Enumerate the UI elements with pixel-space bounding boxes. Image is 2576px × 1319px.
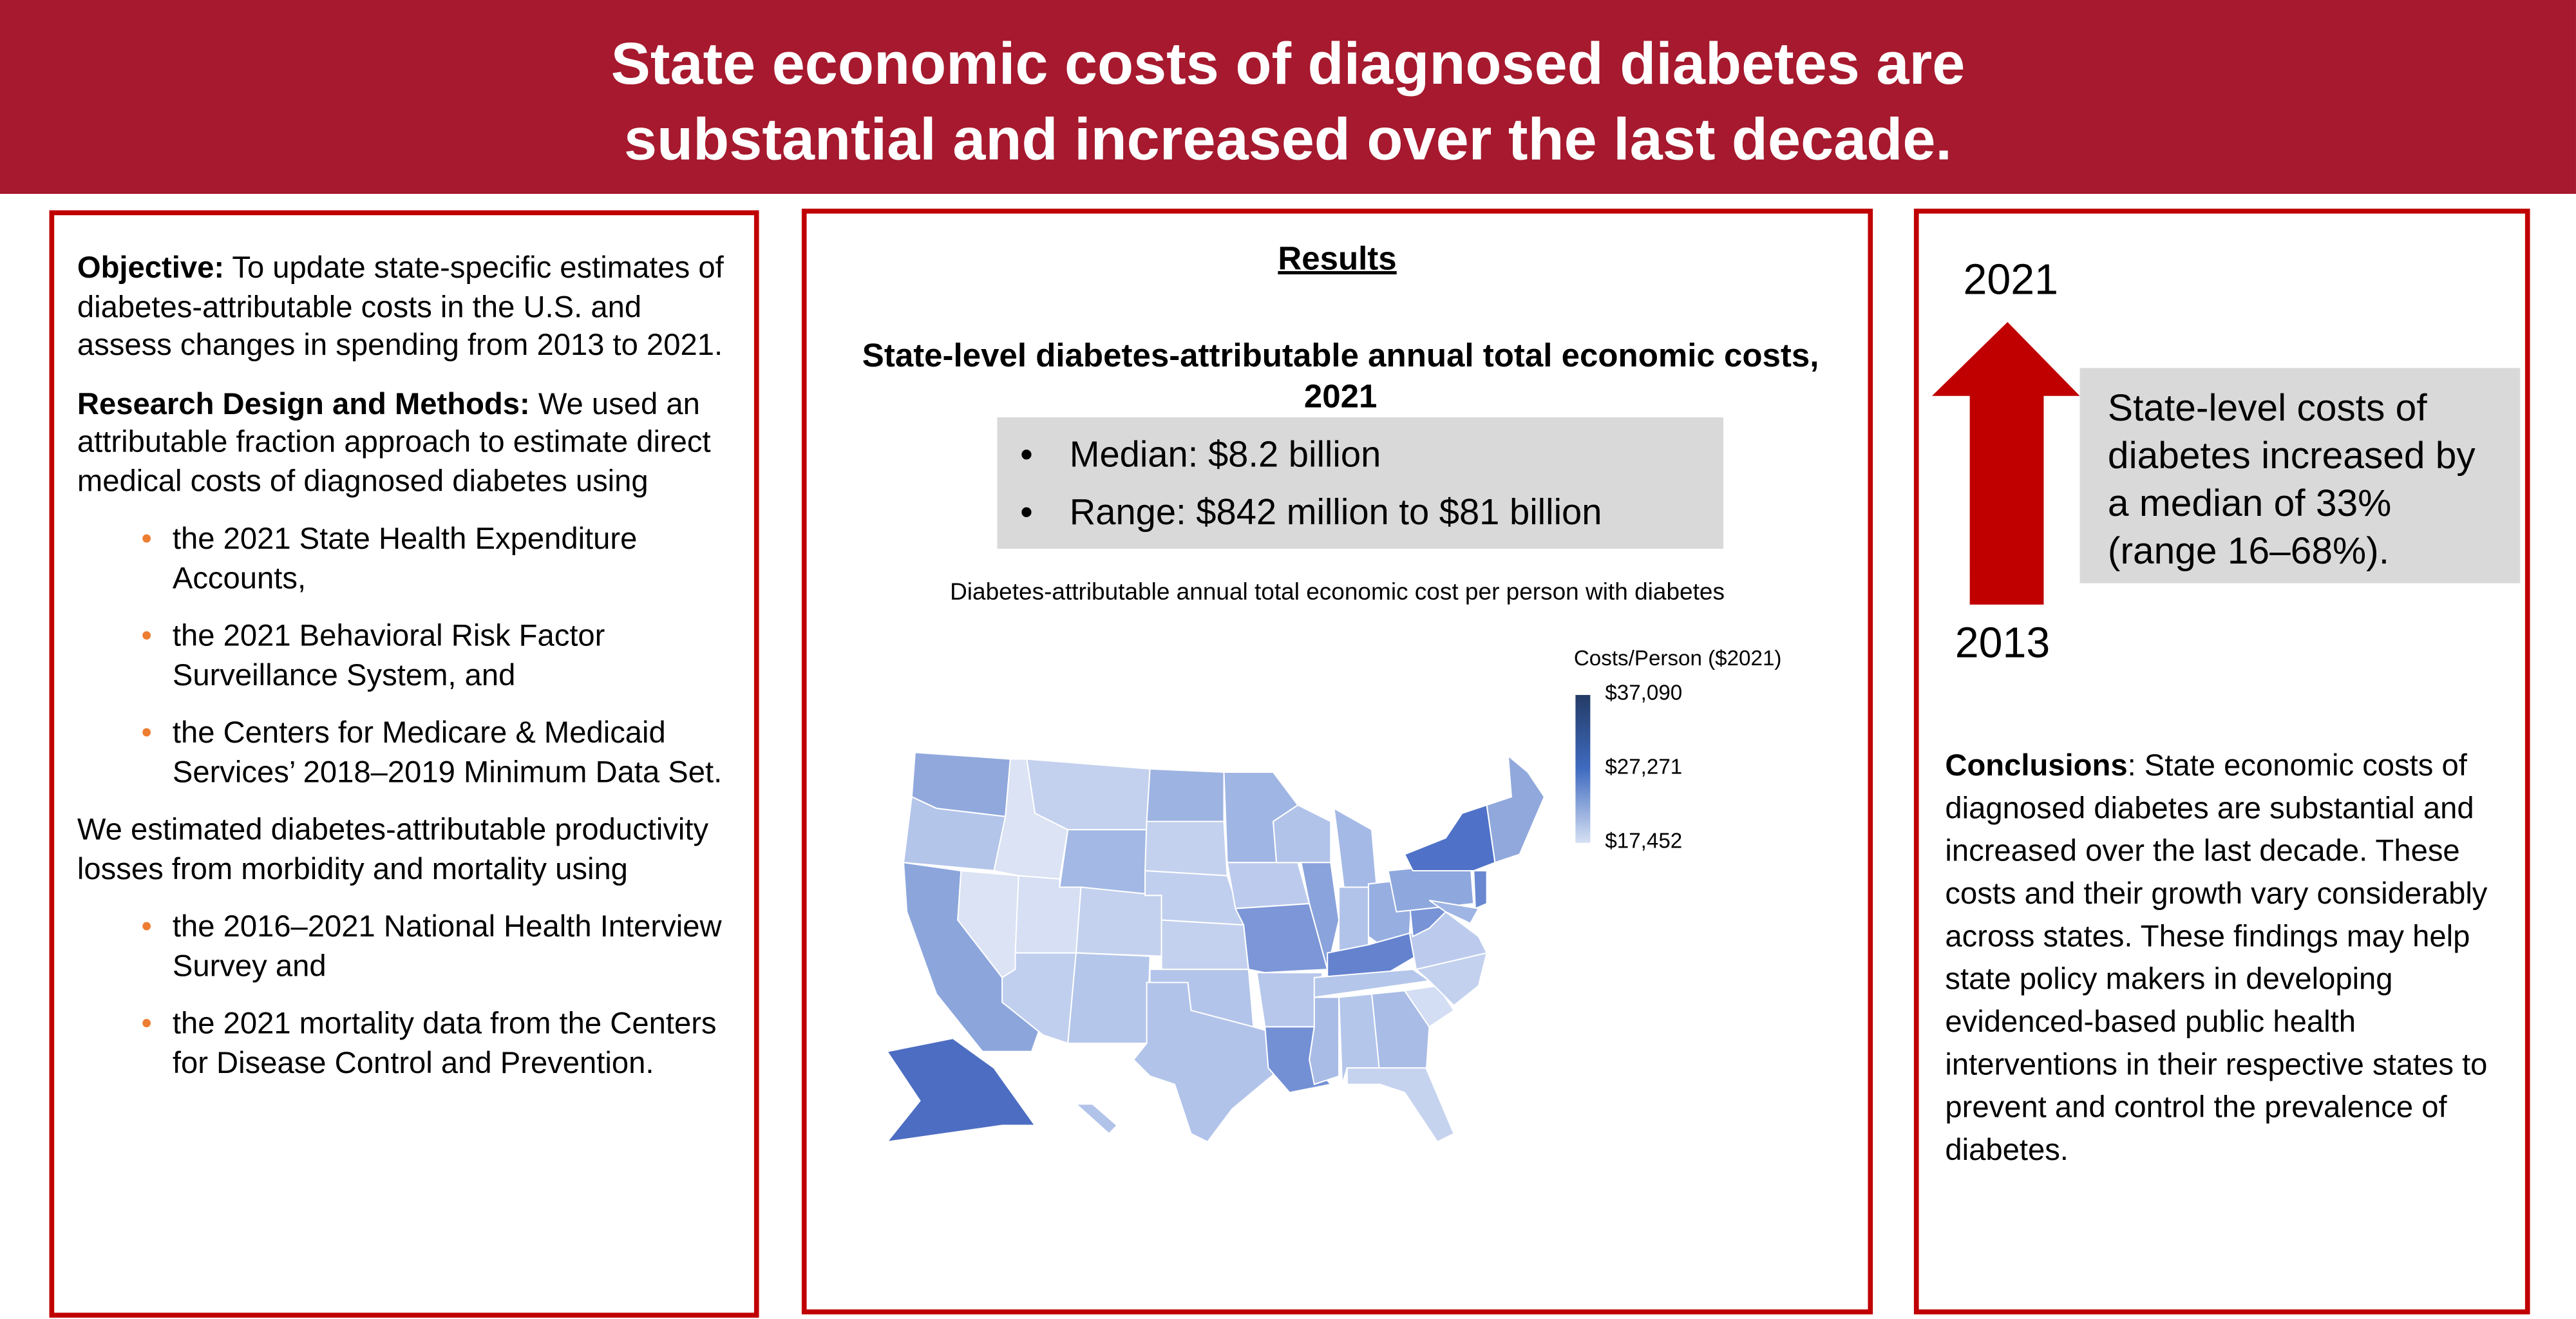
poster-title: State economic costs of diagnosed diabet… <box>611 29 1965 173</box>
state-il <box>1300 862 1340 970</box>
state-ia <box>1226 862 1311 909</box>
state-tx <box>1132 982 1282 1143</box>
list-item: • the 2021 mortality data from the Center… <box>141 1005 717 1079</box>
increase-callout: State-level costs of diabetes increased … <box>2079 368 2521 584</box>
state-fl <box>1346 1067 1455 1143</box>
list-item: • the 2021 State Health Expenditure Accou… <box>141 520 638 594</box>
results-subtitle: State-level diabetes-attributable annual… <box>862 338 1819 416</box>
year-start-label: 2013 <box>1955 618 2050 667</box>
results-panel: Results State-level diabetes-attributabl… <box>801 208 1873 1314</box>
state-nj <box>1473 870 1488 910</box>
list-item: • the 2021 Behavioral Risk Factor Surveil… <box>141 618 605 691</box>
state-nm <box>1067 952 1151 1044</box>
state-ms <box>1309 996 1340 1085</box>
state-ga <box>1370 990 1430 1077</box>
map-caption: Diabetes-attributable annual total econo… <box>950 580 1725 607</box>
list-item: • the 2016–2021 National Health Interview… <box>141 908 722 982</box>
state-wy <box>1059 829 1148 897</box>
state-ks <box>1160 919 1249 971</box>
list-item: • the Centers for Medicare & Medicaid Ser… <box>141 714 723 788</box>
conclusions: Conclusions: State economic costs of dia… <box>1945 747 2488 1167</box>
header-banner: State economic costs of diagnosed diabet… <box>0 0 2576 195</box>
state-in <box>1338 886 1370 954</box>
legend-color-bar <box>1575 695 1591 843</box>
conclusions-panel: 2021 2013 State-level costs of diabetes … <box>1913 208 2530 1314</box>
state-sc <box>1403 985 1455 1028</box>
up-arrow-icon <box>1931 321 2080 605</box>
direct-sources-list: • the 2021 State Health Expenditure Accou… <box>77 519 731 790</box>
legend-title: Costs/Person ($2021) <box>1573 645 1782 670</box>
stats-box: • Median: $8.2 billion • Range: $842 milli… <box>997 417 1723 549</box>
productivity-text: We estimated diabetes-attributable produ… <box>77 811 709 885</box>
state-ne-region <box>1486 754 1546 864</box>
state-sd <box>1144 821 1228 877</box>
legend-mid: $27,271 <box>1605 754 1683 779</box>
state-mi <box>1333 807 1378 888</box>
methods-panel: Objective: To update state-specific esti… <box>49 210 759 1318</box>
state-mt <box>1026 758 1151 831</box>
objective: Objective: To update state-specific esti… <box>77 249 724 362</box>
year-end-label: 2021 <box>1963 254 2059 304</box>
state-hi <box>1074 1103 1119 1135</box>
state-ak <box>886 1038 1037 1143</box>
methods: Research Design and Methods: We used an … <box>77 385 711 497</box>
state-ar <box>1256 972 1323 1028</box>
state-ut <box>1014 875 1082 954</box>
state-co <box>1075 886 1162 957</box>
us-choropleth-map <box>886 752 1546 1143</box>
legend-min: $17,452 <box>1605 828 1683 853</box>
productivity-sources-list: • the 2016–2021 National Health Interview… <box>77 907 731 1081</box>
state-nd <box>1146 768 1225 822</box>
state-ny <box>1403 804 1496 872</box>
results-heading: Results <box>1278 241 1397 278</box>
legend-max: $37,090 <box>1605 680 1683 705</box>
state-md <box>1428 899 1480 924</box>
